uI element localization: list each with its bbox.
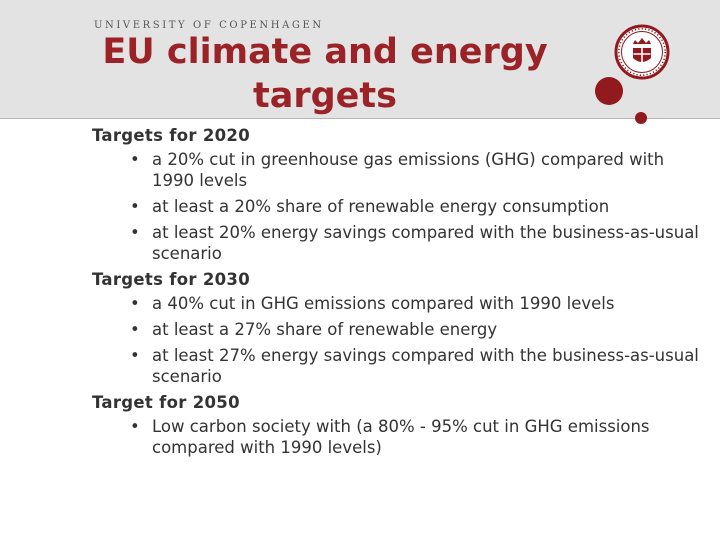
bullet-icon: • (130, 223, 140, 242)
decorative-dot-small (635, 112, 647, 124)
title-line-2: targets (253, 76, 397, 116)
header-divider (0, 118, 720, 119)
list-item-text: at least a 20% share of renewable energy… (152, 197, 610, 216)
list-item: • a 40% cut in GHG emissions compared wit… (92, 293, 702, 314)
list-item-text: Low carbon society with (a 80% - 95% cut… (152, 417, 650, 457)
bullet-icon: • (130, 294, 140, 313)
bullet-list: • Low carbon society with (a 80% - 95% cu… (92, 416, 702, 458)
section-title: Target for 2050 (92, 393, 240, 412)
slide-title: EU climate and energy targets (60, 30, 590, 118)
list-item-text: at least 27% energy savings compared wit… (152, 346, 699, 386)
bullet-icon: • (130, 320, 140, 339)
slide-body: Targets for 2020 • a 20% cut in greenhous… (92, 124, 702, 463)
section-2050: Target for 2050 • Low carbon society with… (92, 392, 702, 458)
bullet-list: • a 20% cut in greenhouse gas emissions (… (92, 149, 702, 264)
list-item-text: a 40% cut in GHG emissions compared with… (152, 294, 615, 313)
institution-name: UNIVERSITY OF COPENHAGEN (94, 20, 324, 31)
bullet-list: • a 40% cut in GHG emissions compared wit… (92, 293, 702, 387)
section-title: Targets for 2030 (92, 270, 250, 289)
bullet-icon: • (130, 346, 140, 365)
section-2030: Targets for 2030 • a 40% cut in GHG emiss… (92, 269, 702, 387)
list-item: • at least a 20% share of renewable energ… (92, 196, 702, 217)
list-item-text: at least a 27% share of renewable energy (152, 320, 498, 339)
list-item: • at least 20% energy savings compared wi… (92, 222, 702, 264)
section-2020: Targets for 2020 • a 20% cut in greenhous… (92, 125, 702, 264)
list-item: • a 20% cut in greenhouse gas emissions (… (92, 149, 702, 191)
bullet-icon: • (130, 417, 140, 436)
title-line-1: EU climate and energy (102, 32, 548, 72)
list-item: • at least a 27% share of renewable energ… (92, 319, 702, 340)
list-item-text: at least 20% energy savings compared wit… (152, 223, 699, 263)
bullet-icon: • (130, 197, 140, 216)
list-item-text: a 20% cut in greenhouse gas emissions (G… (152, 150, 665, 190)
list-item: • Low carbon society with (a 80% - 95% cu… (92, 416, 702, 458)
section-title: Targets for 2020 (92, 126, 250, 145)
university-seal-icon (614, 24, 670, 80)
decorative-dot-large (595, 77, 623, 105)
bullet-icon: • (130, 150, 140, 169)
list-item: • at least 27% energy savings compared wi… (92, 345, 702, 387)
